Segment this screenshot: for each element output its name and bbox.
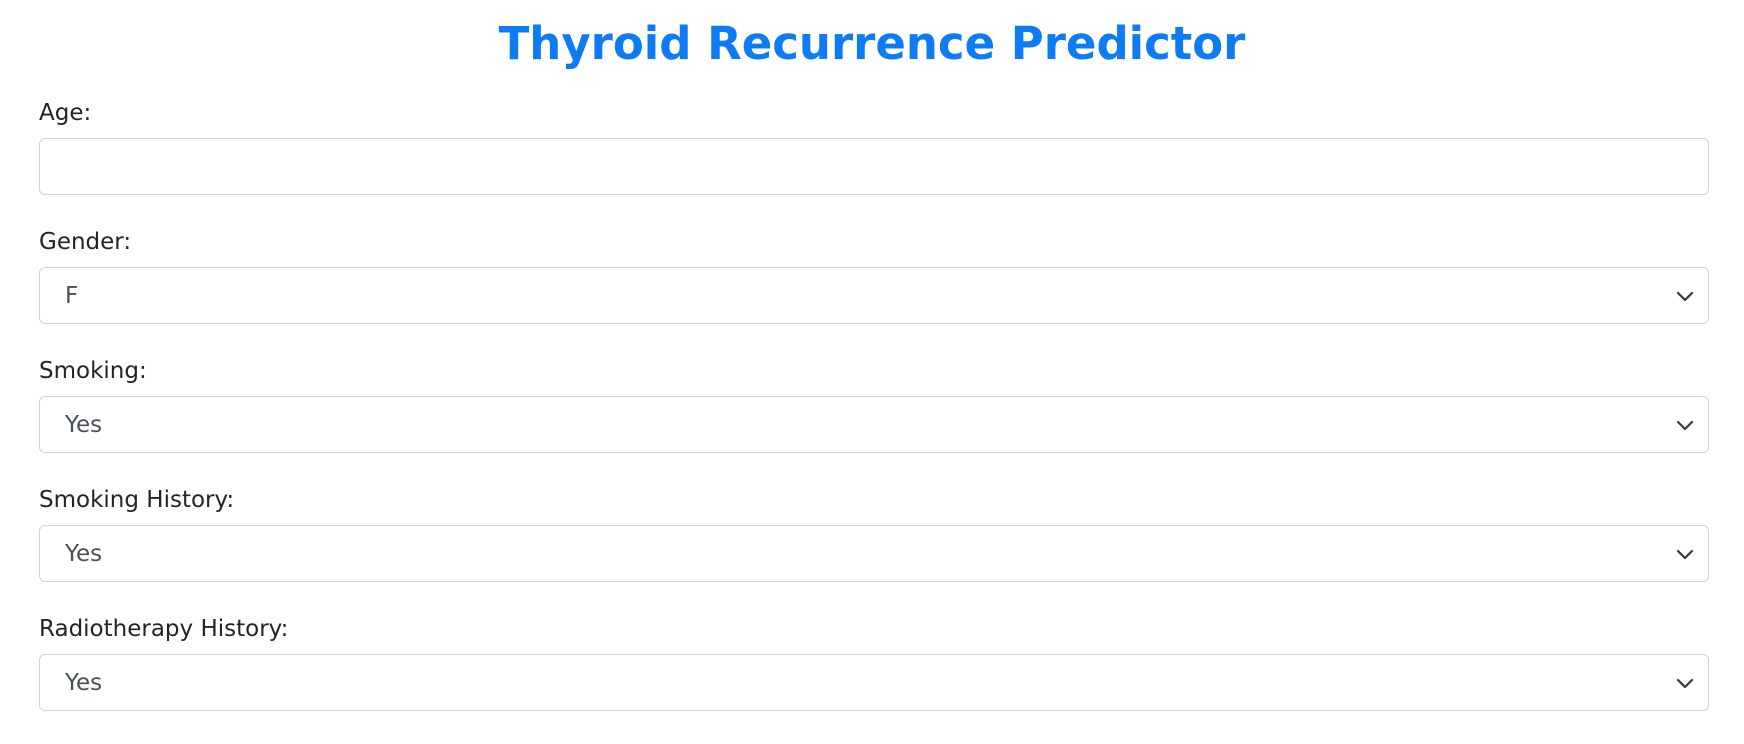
- radiotherapy-history-label: Radiotherapy History:: [39, 616, 289, 642]
- radiotherapy-history-select-value: Yes: [65, 669, 103, 696]
- gender-select-value: F: [65, 282, 79, 309]
- age-input[interactable]: [39, 138, 1709, 195]
- smoking-history-select-value: Yes: [65, 540, 103, 567]
- gender-label: Gender:: [39, 229, 132, 255]
- smoking-history-select[interactable]: Yes: [39, 525, 1709, 582]
- chevron-down-icon: [1676, 291, 1694, 301]
- radiotherapy-history-field-group: Radiotherapy History: Yes: [39, 614, 1709, 711]
- chevron-down-icon: [1676, 549, 1694, 559]
- chevron-down-icon: [1676, 420, 1694, 430]
- smoking-history-field-group: Smoking History: Yes: [39, 485, 1709, 582]
- radiotherapy-history-select[interactable]: Yes: [39, 654, 1709, 711]
- smoking-select[interactable]: Yes: [39, 396, 1709, 453]
- smoking-label: Smoking:: [39, 358, 147, 384]
- smoking-field-group: Smoking: Yes: [39, 356, 1709, 453]
- smoking-history-label: Smoking History:: [39, 487, 235, 513]
- gender-field-group: Gender: F: [39, 227, 1709, 324]
- page-title: Thyroid Recurrence Predictor: [498, 17, 1246, 70]
- age-label: Age:: [39, 100, 92, 126]
- chevron-down-icon: [1676, 678, 1694, 688]
- age-field-group: Age:: [39, 98, 1709, 195]
- gender-select[interactable]: F: [39, 267, 1709, 324]
- smoking-select-value: Yes: [65, 411, 103, 438]
